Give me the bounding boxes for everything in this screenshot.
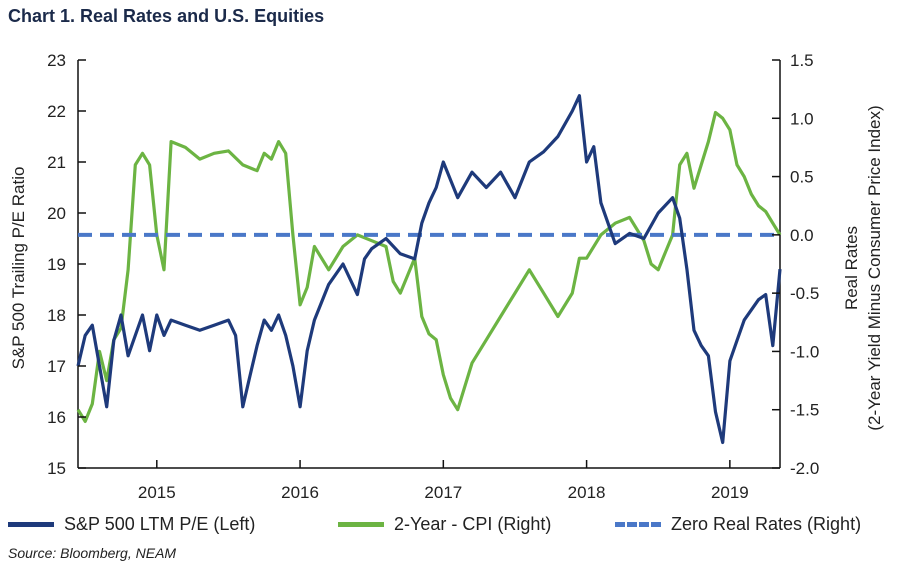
source-note: Source: Bloomberg, NEAM bbox=[8, 545, 177, 561]
y-axis-right-label-line2: (2-Year Yield Minus Consumer Price Index… bbox=[865, 105, 884, 430]
x-tick-label: 2017 bbox=[424, 483, 462, 502]
series-line-pe bbox=[76, 94, 782, 445]
y-right-tick-label: -1.0 bbox=[790, 342, 819, 361]
y-right-tick-label: 1.0 bbox=[790, 109, 814, 128]
chart-frame bbox=[77, 60, 781, 469]
y-right-tick-label: -1.5 bbox=[790, 401, 819, 420]
y-left-tick-label: 18 bbox=[47, 306, 66, 325]
legend-item-zero: Zero Real Rates (Right) bbox=[615, 509, 861, 539]
series-line-real-rates bbox=[76, 110, 782, 423]
chart-title: Chart 1. Real Rates and U.S. Equities bbox=[8, 6, 325, 26]
y-right-tick-label: 0.5 bbox=[790, 168, 814, 187]
y-left-tick-label: 23 bbox=[47, 51, 66, 70]
x-tick-label: 2018 bbox=[568, 483, 606, 502]
legend-label-pe: S&P 500 LTM P/E (Left) bbox=[64, 513, 256, 534]
y-axis-right-label-line1: Real Rates bbox=[842, 226, 861, 310]
y-right-tick-label: -0.5 bbox=[790, 284, 819, 303]
y-right-tick-label: 0.0 bbox=[790, 226, 814, 245]
ticks-layer: 15 16 17 18 19 20 21 22 23 -2.0 -1.5 -1.0 -0.5 0.0 0.5… bbox=[47, 51, 819, 502]
legend-item-real: 2-Year - CPI (Right) bbox=[338, 509, 551, 539]
x-tick-label: 2016 bbox=[281, 483, 319, 502]
y-left-tick-label: 22 bbox=[47, 102, 66, 121]
y-left-tick-label: 15 bbox=[47, 459, 66, 478]
x-tick-label: 2019 bbox=[711, 483, 749, 502]
y-left-tick-label: 21 bbox=[47, 153, 66, 172]
series-layer bbox=[76, 94, 782, 445]
y-left-tick-label: 17 bbox=[47, 357, 66, 376]
legend-swatch-pe bbox=[8, 521, 54, 527]
x-tick-label: 2015 bbox=[138, 483, 176, 502]
legend-label-real: 2-Year - CPI (Right) bbox=[394, 513, 552, 534]
y-left-tick-label: 19 bbox=[47, 255, 66, 274]
legend-label-zero: Zero Real Rates (Right) bbox=[671, 513, 862, 534]
legend-item-pe: S&P 500 LTM P/E (Left) bbox=[8, 509, 255, 539]
y-axis-left-label: S&P 500 Trailing P/E Ratio bbox=[9, 167, 28, 370]
chart-svg: 15 16 17 18 19 20 21 22 23 -2.0 -1.5 -1.0 -0.5 0.0 0.5… bbox=[9, 51, 884, 502]
legend: S&P 500 LTM P/E (Left) 2-Year - CPI (Rig… bbox=[8, 509, 907, 539]
y-right-tick-label: -2.0 bbox=[790, 459, 819, 478]
y-left-tick-label: 16 bbox=[47, 408, 66, 427]
y-right-tick-label: 1.5 bbox=[790, 51, 814, 70]
legend-swatch-real bbox=[338, 521, 384, 527]
legend-swatch-zero bbox=[615, 521, 661, 527]
y-left-tick-label: 20 bbox=[47, 204, 66, 223]
